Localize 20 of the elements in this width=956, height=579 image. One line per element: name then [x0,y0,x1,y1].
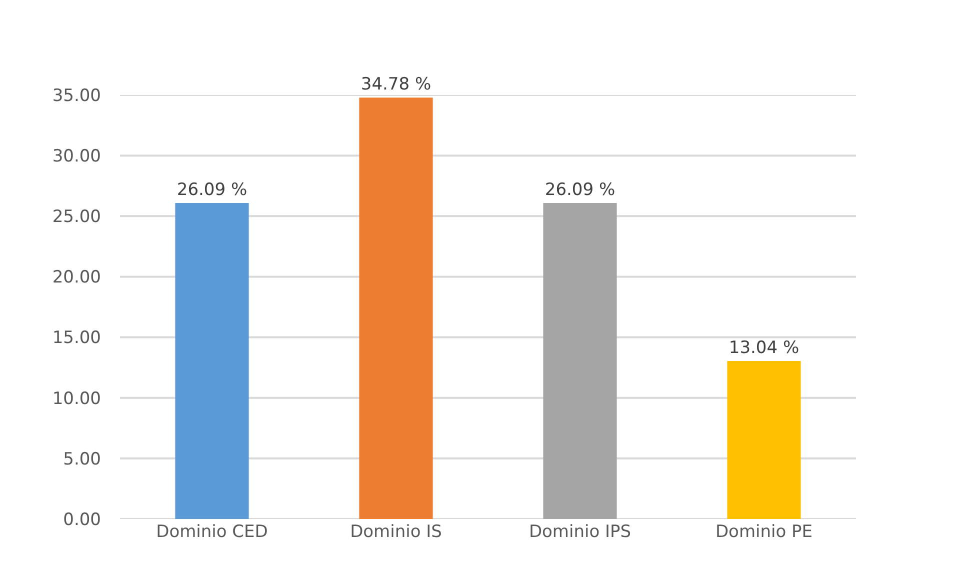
y-tick-label: 0.00 [63,510,101,530]
y-tick-label: 20.00 [52,268,101,288]
bar [175,202,249,519]
data-label: 26.09 % [176,180,248,200]
bar [359,98,433,519]
y-tick-label: 30.00 [52,146,101,167]
x-tick-label: Dominio CED [156,522,268,542]
data-label: 34.78 % [360,74,432,95]
x-tick-label: Dominio PE [715,522,813,542]
y-tick-label: 5.00 [63,449,101,470]
y-tick-label: 35.00 [52,86,101,106]
x-tick-label: Dominio IS [350,522,442,542]
x-tick-label: Dominio IPS [528,522,632,542]
y-tick-label: 15.00 [52,328,101,348]
data-label: 26.09 % [544,180,616,200]
bar [543,202,617,519]
y-tick-label: 10.00 [52,388,101,409]
y-tick-label: 25.00 [52,207,101,228]
data-label: 13.04 % [728,338,800,358]
bar [727,361,801,519]
